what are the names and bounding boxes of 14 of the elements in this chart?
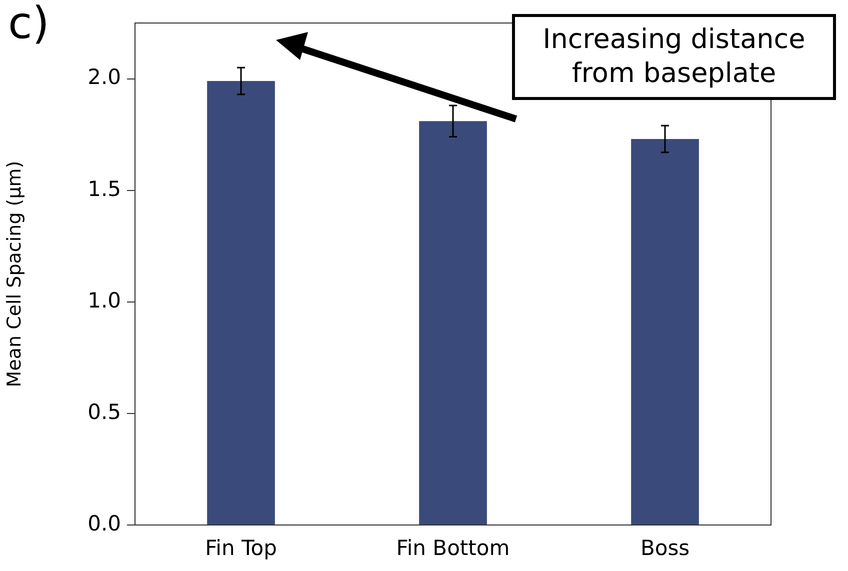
y-tick-label: 1.5 bbox=[88, 176, 121, 201]
x-tick-label: Fin Top bbox=[205, 536, 277, 560]
text: c) bbox=[8, 0, 50, 49]
y-tick-label: 0.0 bbox=[88, 511, 121, 536]
bar bbox=[631, 139, 699, 524]
y-axis-title: Mean Cell Spacing (µm) bbox=[3, 160, 26, 388]
bar bbox=[419, 121, 487, 524]
y-tick-label: 0.5 bbox=[88, 400, 121, 424]
annotation: Increasing distance from baseplate bbox=[512, 14, 836, 100]
x-tick-label: Boss bbox=[640, 536, 690, 560]
y-tick-label: 2.0 bbox=[88, 65, 121, 90]
x-tick-label: Fin Bottom bbox=[396, 536, 510, 560]
bar bbox=[207, 81, 275, 524]
y-tick-label: 1.0 bbox=[88, 288, 121, 312]
